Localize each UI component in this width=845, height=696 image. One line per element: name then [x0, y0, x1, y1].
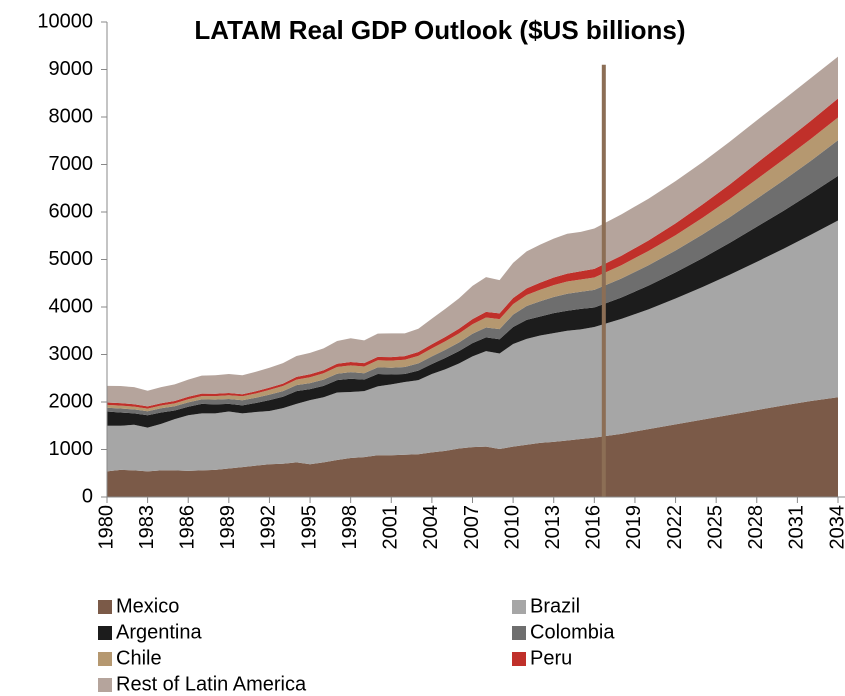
- y-tick-label: 3000: [49, 343, 94, 365]
- x-tick-label: 2004: [420, 505, 442, 550]
- x-tick-label: 1983: [136, 505, 158, 550]
- legend-label: Mexico: [116, 595, 179, 617]
- y-tick-label: 2000: [49, 390, 94, 412]
- x-tick-label: 2007: [461, 505, 483, 550]
- legend-swatch: [512, 600, 526, 614]
- x-tick-label: 2016: [583, 505, 605, 550]
- legend-swatch: [512, 652, 526, 666]
- x-tick-label: 2034: [826, 505, 845, 550]
- x-tick-label: 2022: [664, 505, 686, 550]
- y-tick-label: 10000: [37, 10, 93, 32]
- x-tick-label: 2028: [745, 505, 767, 550]
- x-tick-label: 1992: [258, 505, 280, 550]
- chart-title: LATAM Real GDP Outlook ($US billions): [194, 15, 685, 45]
- y-tick-label: 8000: [49, 105, 94, 127]
- x-tick-label: 2025: [704, 505, 726, 550]
- y-tick-label: 7000: [49, 153, 94, 175]
- x-tick-label: 1995: [298, 505, 320, 550]
- legend-label: Argentina: [116, 621, 202, 643]
- legend-label: Colombia: [530, 621, 615, 643]
- y-tick-label: 1000: [49, 438, 94, 460]
- legend-label: Peru: [530, 647, 572, 669]
- x-tick-label: 1986: [177, 505, 199, 550]
- x-tick-label: 2031: [786, 505, 808, 550]
- x-tick-label: 1989: [217, 505, 239, 550]
- x-tick-label: 2013: [542, 505, 564, 550]
- y-tick-label: 6000: [49, 200, 94, 222]
- x-tick-label: 2010: [501, 505, 523, 550]
- y-tick-label: 5000: [49, 248, 94, 270]
- legend-label: Chile: [116, 647, 162, 669]
- legend-swatch: [512, 626, 526, 640]
- legend-swatch: [98, 652, 112, 666]
- y-tick-label: 4000: [49, 295, 94, 317]
- legend-label: Brazil: [530, 595, 580, 617]
- legend-label: Rest of Latin America: [116, 673, 307, 695]
- area: [107, 220, 838, 472]
- x-tick-label: 1980: [95, 505, 117, 550]
- x-tick-label: 2001: [380, 505, 402, 550]
- legend-swatch: [98, 600, 112, 614]
- x-tick-label: 2019: [623, 505, 645, 550]
- legend-swatch: [98, 626, 112, 640]
- y-tick-label: 0: [82, 485, 93, 507]
- legend-swatch: [98, 678, 112, 692]
- x-tick-label: 1998: [339, 505, 361, 550]
- y-tick-label: 9000: [49, 58, 94, 80]
